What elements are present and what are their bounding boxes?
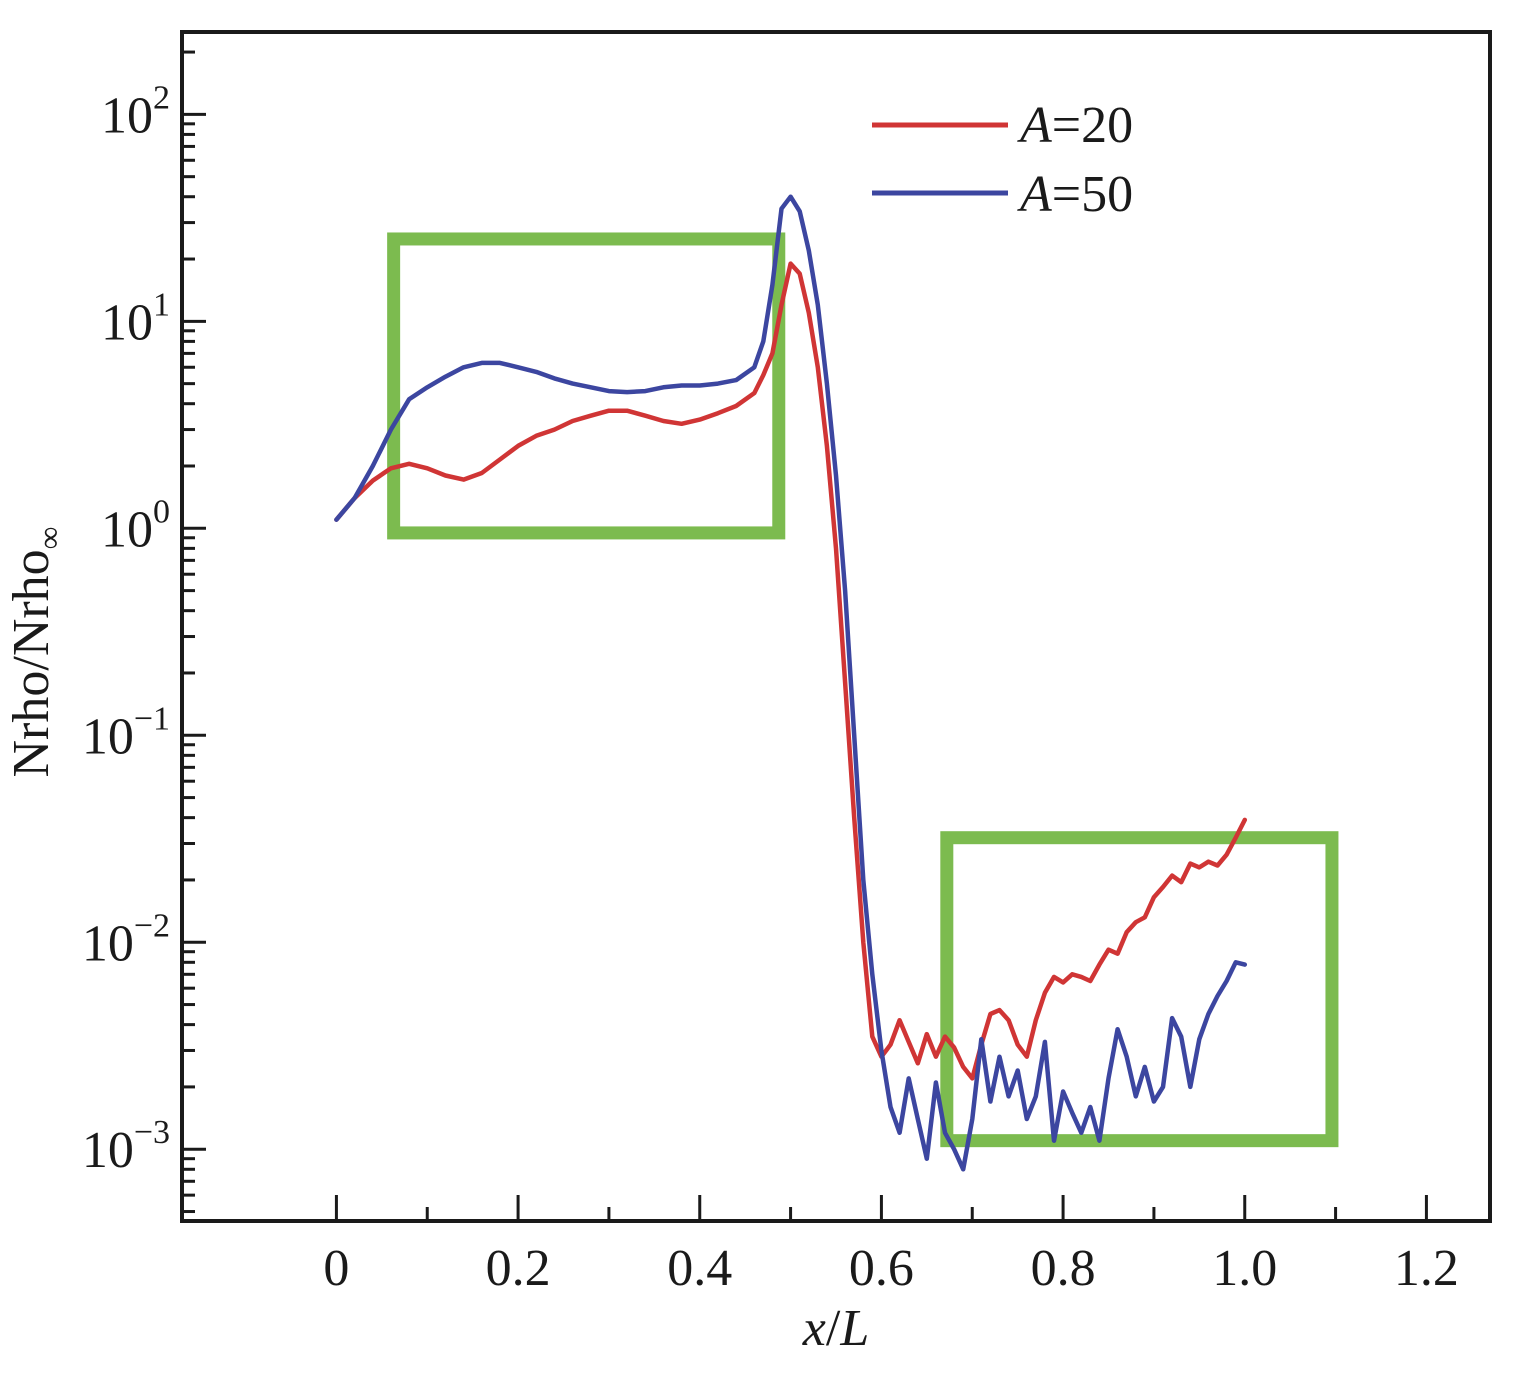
- x-tick-label: 0.4: [667, 1240, 732, 1297]
- legend-label-a50: A=50: [1017, 166, 1133, 223]
- legend: A=20 A=50: [872, 97, 1133, 223]
- x-tick-label: 0.6: [849, 1240, 914, 1297]
- plot-frame: [180, 30, 1492, 1223]
- y-axis-title: Nrho/Nrho∞: [3, 527, 67, 778]
- series-lines: [334, 194, 1248, 1172]
- highlight-boxes: [387, 232, 1339, 1148]
- highlight-box-2: [940, 831, 1339, 1148]
- legend-label-a20: A=20: [1017, 97, 1133, 154]
- series-line-1: [334, 261, 1248, 1081]
- x-axis-title: x/L: [802, 1300, 869, 1357]
- y-tick-label: 102: [101, 79, 170, 144]
- series-line-2: [334, 194, 1248, 1172]
- y-tick-label: 10−3: [82, 1114, 170, 1179]
- x-tick-label: 1.2: [1394, 1240, 1459, 1297]
- x-tick-label: 0: [323, 1240, 349, 1297]
- y-tick-label: 10−2: [82, 907, 170, 972]
- axis-ticks: 0 0.2 0.4 0.6 0.8 1.0 1.2 102 101 100 10−1 10−2 10−3: [82, 50, 1459, 1297]
- x-tick-label: 1.0: [1212, 1240, 1277, 1297]
- highlight-box-1: [387, 232, 786, 540]
- x-tick-label: 0.8: [1031, 1240, 1096, 1297]
- y-tick-label: 101: [101, 286, 170, 351]
- y-tick-label: 10−1: [82, 700, 170, 765]
- x-tick-label: 0.2: [486, 1240, 551, 1297]
- y-tick-label: 100: [101, 493, 170, 558]
